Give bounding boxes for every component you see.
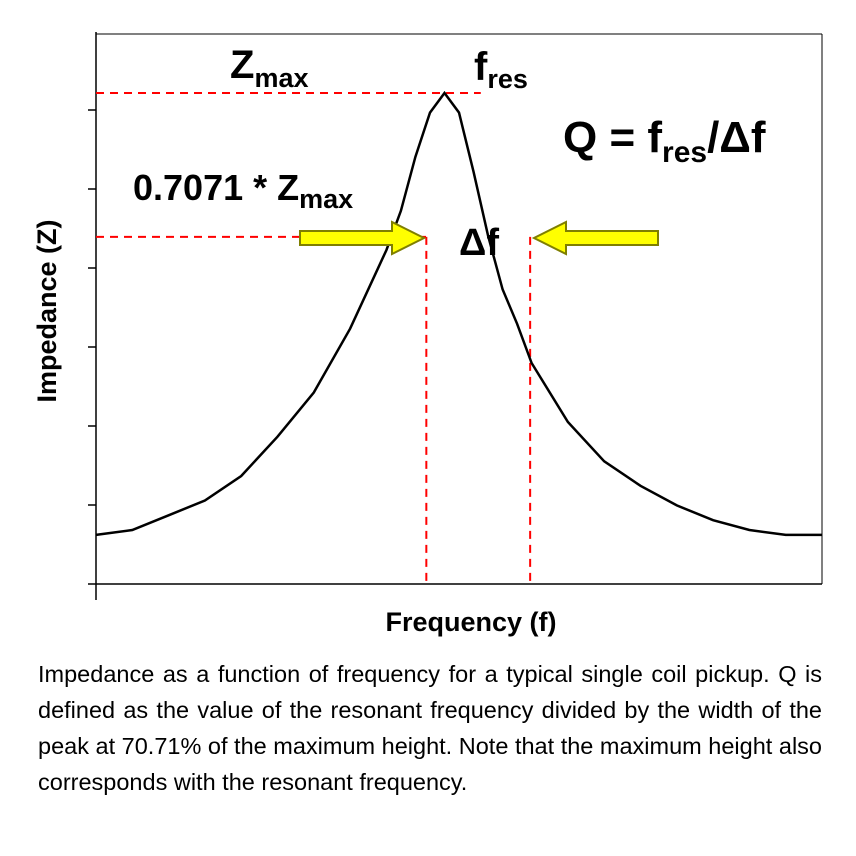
delta-f-label: Δf <box>459 222 499 264</box>
right-arrow <box>531 220 659 256</box>
y-axis-ticks <box>88 109 96 585</box>
impedance-curve <box>95 90 822 537</box>
x-axis-title: Frequency (f) <box>385 607 556 637</box>
left-arrow <box>299 220 427 256</box>
figure-caption: Impedance as a function of frequency for… <box>38 661 822 795</box>
q-formula-label: Q = fres/Δf <box>563 113 766 169</box>
y-axis-title: Impedance (Z) <box>32 219 62 402</box>
half-power-label: 0.7071 * Zmax <box>133 167 353 214</box>
fres-label: fres <box>474 45 528 94</box>
zmax-label: Zmax <box>230 43 308 93</box>
impedance-chart: Zmax fres Q = fres/Δf 0.7071 * Zmax Δf F… <box>32 32 823 637</box>
